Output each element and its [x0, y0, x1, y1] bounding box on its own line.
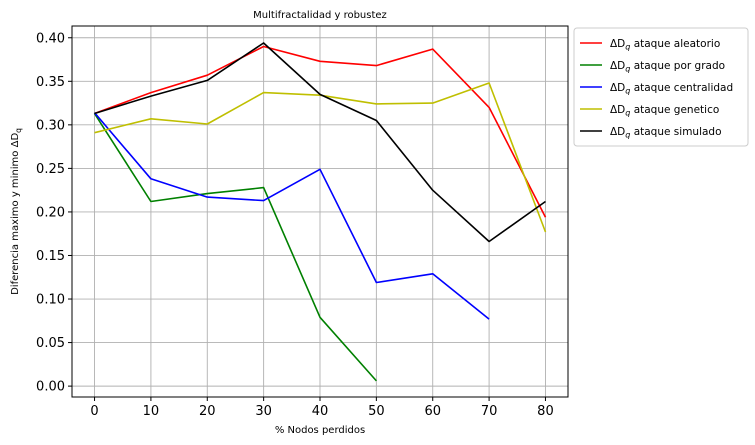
y-tick-label: 0.00	[36, 380, 65, 395]
y-tick-label: 0.05	[36, 336, 65, 351]
legend: ΔDq ataque aleatorio ΔDq ataque por grado…	[573, 27, 749, 147]
legend-entry-2: ΔDq ataque por grado	[610, 60, 725, 74]
legend-frame	[573, 27, 749, 147]
x-tick-label: 50	[368, 404, 385, 419]
axis-ticks: 0 10 20 30 40 50 60 70 80 0.00 0.05 0.10 0.15 0.20 0.2…	[36, 31, 554, 419]
x-tick-label: 0	[90, 404, 98, 419]
y-tick-label: 0.25	[36, 162, 65, 177]
legend-entry-5: ΔDq ataque simulado	[610, 126, 722, 140]
chart-title: Multifractalidad y robustez	[253, 10, 387, 21]
x-tick-label: 60	[424, 404, 441, 419]
x-axis-label: % Nodos perdidos	[275, 425, 365, 436]
x-tick-label: 80	[537, 404, 554, 419]
legend-entry-3: ΔDq ataque centralidad	[610, 82, 733, 96]
x-tick-label: 20	[199, 404, 216, 419]
y-tick-label: 0.10	[36, 293, 65, 308]
x-tick-label: 40	[312, 404, 329, 419]
legend-entry-1: ΔDq ataque aleatorio	[610, 38, 720, 52]
y-tick-label: 0.35	[36, 75, 65, 90]
x-tick-label: 70	[481, 404, 498, 419]
y-axis-label: Diferencia maximo y minimo ΔDq	[10, 128, 23, 295]
y-tick-label: 0.40	[36, 31, 65, 46]
x-tick-label: 10	[143, 404, 160, 419]
series-layer	[93, 42, 547, 382]
y-tick-label: 0.30	[36, 118, 65, 133]
y-tick-label: 0.15	[36, 249, 65, 264]
grid	[72, 26, 568, 397]
x-tick-label: 30	[255, 404, 272, 419]
y-tick-label: 0.20	[36, 205, 65, 220]
series-line-3	[93, 112, 490, 320]
legend-entry-4: ΔDq ataque genetico	[610, 104, 719, 118]
series-line-5	[94, 42, 546, 243]
series-line-1	[94, 45, 547, 218]
series-line-2	[93, 113, 377, 382]
